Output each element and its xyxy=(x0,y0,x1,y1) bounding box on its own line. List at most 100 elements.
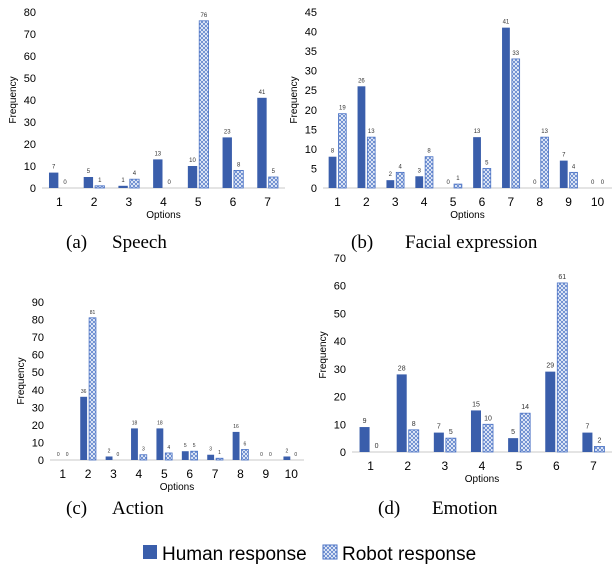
x-axis-title: Options xyxy=(160,482,194,493)
data-label-human: 5 xyxy=(184,443,187,449)
bar-robot xyxy=(241,449,249,461)
bar-human xyxy=(357,86,366,188)
data-label-human: 18 xyxy=(157,420,163,426)
x-tick-label: 3 xyxy=(125,195,132,209)
y-tick-label: 10 xyxy=(334,419,346,431)
data-label-human: 16 xyxy=(233,424,239,430)
data-label-human: 0 xyxy=(533,180,537,186)
bar-human xyxy=(207,454,215,460)
bar-robot xyxy=(519,412,531,453)
data-label-robot: 0 xyxy=(601,180,605,186)
x-tick-label: 1 xyxy=(367,459,374,473)
data-label-human: 13 xyxy=(474,129,481,135)
y-tick-label: 5 xyxy=(311,163,317,175)
y-tick-label: 50 xyxy=(32,367,44,379)
bar-human xyxy=(131,428,138,460)
data-label-robot: 61 xyxy=(558,274,566,281)
y-tick-label: 25 xyxy=(305,85,317,97)
y-axis-title: Frequency xyxy=(318,331,329,378)
data-label-human: 7 xyxy=(52,165,56,171)
data-label-robot: 1 xyxy=(218,450,221,456)
y-tick-label: 80 xyxy=(24,7,36,19)
bar-human xyxy=(559,160,568,188)
x-tick-label: 7 xyxy=(264,195,271,209)
bar-robot xyxy=(198,20,209,189)
bar-robot xyxy=(164,452,173,461)
data-label-robot: 2 xyxy=(597,437,601,444)
bar-robot xyxy=(594,446,605,453)
bar-robot xyxy=(482,168,492,189)
data-label-robot: 0 xyxy=(269,452,272,458)
data-label-robot: 6 xyxy=(244,441,247,447)
bar-human xyxy=(187,166,198,188)
x-tick-label: 6 xyxy=(553,459,560,473)
bar-human xyxy=(156,428,164,460)
y-tick-label: 15 xyxy=(305,124,317,136)
y-axis-title: Frequency xyxy=(16,357,27,404)
bar-human xyxy=(415,176,424,188)
data-label-human: 23 xyxy=(224,129,231,135)
bar-robot xyxy=(366,136,376,189)
y-tick-label: 70 xyxy=(24,29,36,41)
legend: Human response Robot response xyxy=(143,544,476,565)
y-tick-label: 45 xyxy=(305,7,317,19)
y-tick-label: 60 xyxy=(24,51,36,63)
x-tick-label: 10 xyxy=(591,195,605,209)
data-label-robot: 10 xyxy=(484,415,492,422)
bar-robot xyxy=(190,450,198,461)
data-label-human: 2 xyxy=(285,448,288,454)
x-tick-label: 2 xyxy=(363,195,370,209)
data-label-human: 7 xyxy=(562,153,566,159)
y-tick-label: 60 xyxy=(32,350,44,362)
y-tick-label: 30 xyxy=(305,66,317,78)
x-tick-label: 8 xyxy=(237,467,244,481)
data-label-robot: 33 xyxy=(512,51,519,57)
bar-robot xyxy=(215,457,224,461)
x-tick-label: 1 xyxy=(56,195,63,209)
x-tick-label: 7 xyxy=(508,195,515,209)
x-tick-label: 4 xyxy=(421,195,428,209)
data-label-human: 9 xyxy=(363,418,367,425)
legend-swatch-robot xyxy=(322,544,338,560)
bar-human xyxy=(105,456,113,460)
bar-human xyxy=(386,180,395,188)
bar-human xyxy=(48,172,59,188)
data-label-robot: 13 xyxy=(541,129,548,135)
data-label-robot: 0 xyxy=(63,180,67,186)
y-tick-label: 70 xyxy=(32,332,44,344)
bar-robot xyxy=(556,282,568,453)
y-tick-label: 40 xyxy=(24,95,36,107)
data-label-human: 18 xyxy=(132,420,138,426)
bar-robot xyxy=(129,178,140,189)
data-label-human: 1 xyxy=(121,178,125,184)
y-tick-label: 70 xyxy=(334,253,346,265)
caption-letter-c: (c) xyxy=(66,498,87,519)
x-tick-label: 5 xyxy=(161,467,168,481)
x-tick-label: 7 xyxy=(590,459,597,473)
data-label-human: 2 xyxy=(108,448,111,454)
y-tick-label: 90 xyxy=(32,297,44,309)
bar-robot xyxy=(482,423,494,453)
bar-human xyxy=(83,177,94,188)
bar-human xyxy=(153,159,163,188)
data-label-robot: 5 xyxy=(193,443,196,449)
bar-human xyxy=(359,427,370,452)
data-label-robot: 8 xyxy=(237,162,241,168)
x-tick-label: 5 xyxy=(195,195,202,209)
bar-human xyxy=(222,137,232,188)
x-tick-label: 6 xyxy=(186,467,193,481)
x-axis-title: Options xyxy=(146,210,180,221)
bar-robot xyxy=(453,183,463,189)
data-label-robot: 0 xyxy=(375,443,379,450)
caption-title-c: Action xyxy=(112,498,164,519)
data-label-human: 41 xyxy=(259,90,266,96)
caption-letter-b: (b) xyxy=(351,232,373,253)
bar-robot xyxy=(139,454,148,461)
x-tick-label: 9 xyxy=(565,195,572,209)
bar-human xyxy=(473,137,481,188)
y-tick-label: 0 xyxy=(38,455,44,467)
data-label-robot: 5 xyxy=(449,429,453,436)
bar-human xyxy=(283,456,291,460)
